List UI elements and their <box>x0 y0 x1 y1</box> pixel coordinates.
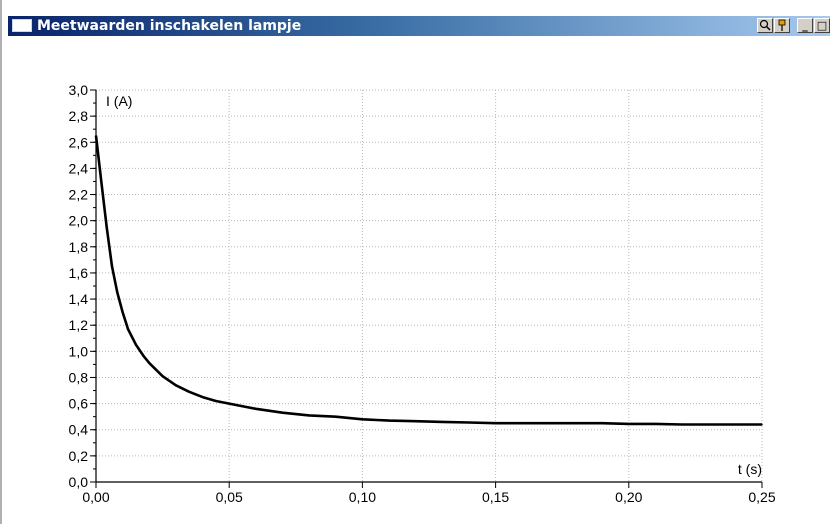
current-time-chart: 0,0 0,2 0,4 0,6 0,8 1,0 1,2 1,4 1,6 1,8 2,0 2,2 2,4 2… <box>2 36 828 524</box>
data-point <box>308 415 310 417</box>
data-point <box>148 362 150 364</box>
minimize-icon: _ <box>802 19 808 32</box>
x-tick-label: 0,20 <box>615 489 642 505</box>
pin-icon <box>775 19 789 32</box>
axes <box>90 90 762 488</box>
magnifier-icon <box>758 19 772 32</box>
data-point <box>143 356 145 358</box>
x-tick-label: 0,05 <box>216 489 243 505</box>
data-point <box>202 396 204 398</box>
data-point <box>162 375 164 377</box>
data-point <box>122 311 124 313</box>
data-point <box>111 266 113 268</box>
data-point <box>628 423 630 425</box>
y-tick-label: 0,6 <box>69 396 89 412</box>
y-tick-label: 2,6 <box>69 134 89 150</box>
data-point <box>101 181 103 183</box>
data-point <box>135 344 137 346</box>
data-point <box>521 422 523 424</box>
window-title: Meetwaarden inschakelen lampje <box>37 17 301 35</box>
maximize-icon: □ <box>817 19 827 32</box>
minimize-button[interactable]: _ <box>797 18 813 33</box>
y-axis-label: I (A) <box>106 93 132 109</box>
chart-area: 0,0 0,2 0,4 0,6 0,8 1,0 1,2 1,4 1,6 1,8 2,0 2,2 2,4 2… <box>2 36 830 524</box>
data-point <box>735 424 737 426</box>
series-group <box>95 135 763 425</box>
data-point <box>761 424 763 426</box>
data-point <box>106 226 108 228</box>
y-tick-label: 2,2 <box>69 187 89 203</box>
y-tick-label: 0,8 <box>69 369 89 385</box>
data-point <box>335 416 337 418</box>
x-tick-label: 0,25 <box>748 489 775 505</box>
y-tick-label: 0,2 <box>69 448 89 464</box>
data-point <box>282 412 284 414</box>
tick-labels: 0,0 0,2 0,4 0,6 0,8 1,0 1,2 1,4 1,6 1,8 2,0 2,2 2,4 2… <box>69 82 776 505</box>
zoom-button[interactable] <box>757 18 773 33</box>
data-point <box>117 292 119 294</box>
data-point <box>215 400 217 402</box>
data-point <box>495 422 497 424</box>
data-point <box>188 391 190 393</box>
y-tick-label: 1,0 <box>69 343 89 359</box>
x-tick-label: 0,00 <box>82 489 109 505</box>
y-tick-label: 2,8 <box>69 108 89 124</box>
x-tick-label: 0,15 <box>482 489 509 505</box>
y-tick-label: 1,8 <box>69 239 89 255</box>
y-tick-label: 1,4 <box>69 291 89 307</box>
data-point <box>415 420 417 422</box>
y-tick-label: 1,6 <box>69 265 89 281</box>
data-point <box>601 422 603 424</box>
data-point <box>575 422 577 424</box>
window-icon <box>12 19 32 32</box>
data-point <box>362 418 364 420</box>
y-tick-label: 2,0 <box>69 213 89 229</box>
data-point <box>468 422 470 424</box>
data-point <box>175 385 177 387</box>
data-point <box>548 422 550 424</box>
y-tick-label: 3,0 <box>69 82 89 98</box>
y-tick-label: 1,2 <box>69 317 89 333</box>
y-tick-label: 0,4 <box>69 422 89 438</box>
data-point <box>655 423 657 425</box>
info-button[interactable] <box>774 18 790 33</box>
data-point <box>127 328 129 330</box>
data-point <box>442 421 444 423</box>
y-tick-label: 2,4 <box>69 160 89 176</box>
data-point <box>255 408 257 410</box>
data-point <box>708 424 710 426</box>
data-point <box>95 135 97 137</box>
x-tick-label: 0,10 <box>349 489 376 505</box>
data-point <box>681 424 683 426</box>
title-bar[interactable]: Meetwaarden inschakelen lampje _ □ <box>2 0 830 34</box>
data-point <box>228 403 230 405</box>
y-tick-label: 0,0 <box>69 474 89 490</box>
x-axis-label: t (s) <box>738 461 762 477</box>
series-line <box>96 136 762 425</box>
maximize-button[interactable]: □ <box>814 18 830 33</box>
data-point <box>388 420 390 422</box>
